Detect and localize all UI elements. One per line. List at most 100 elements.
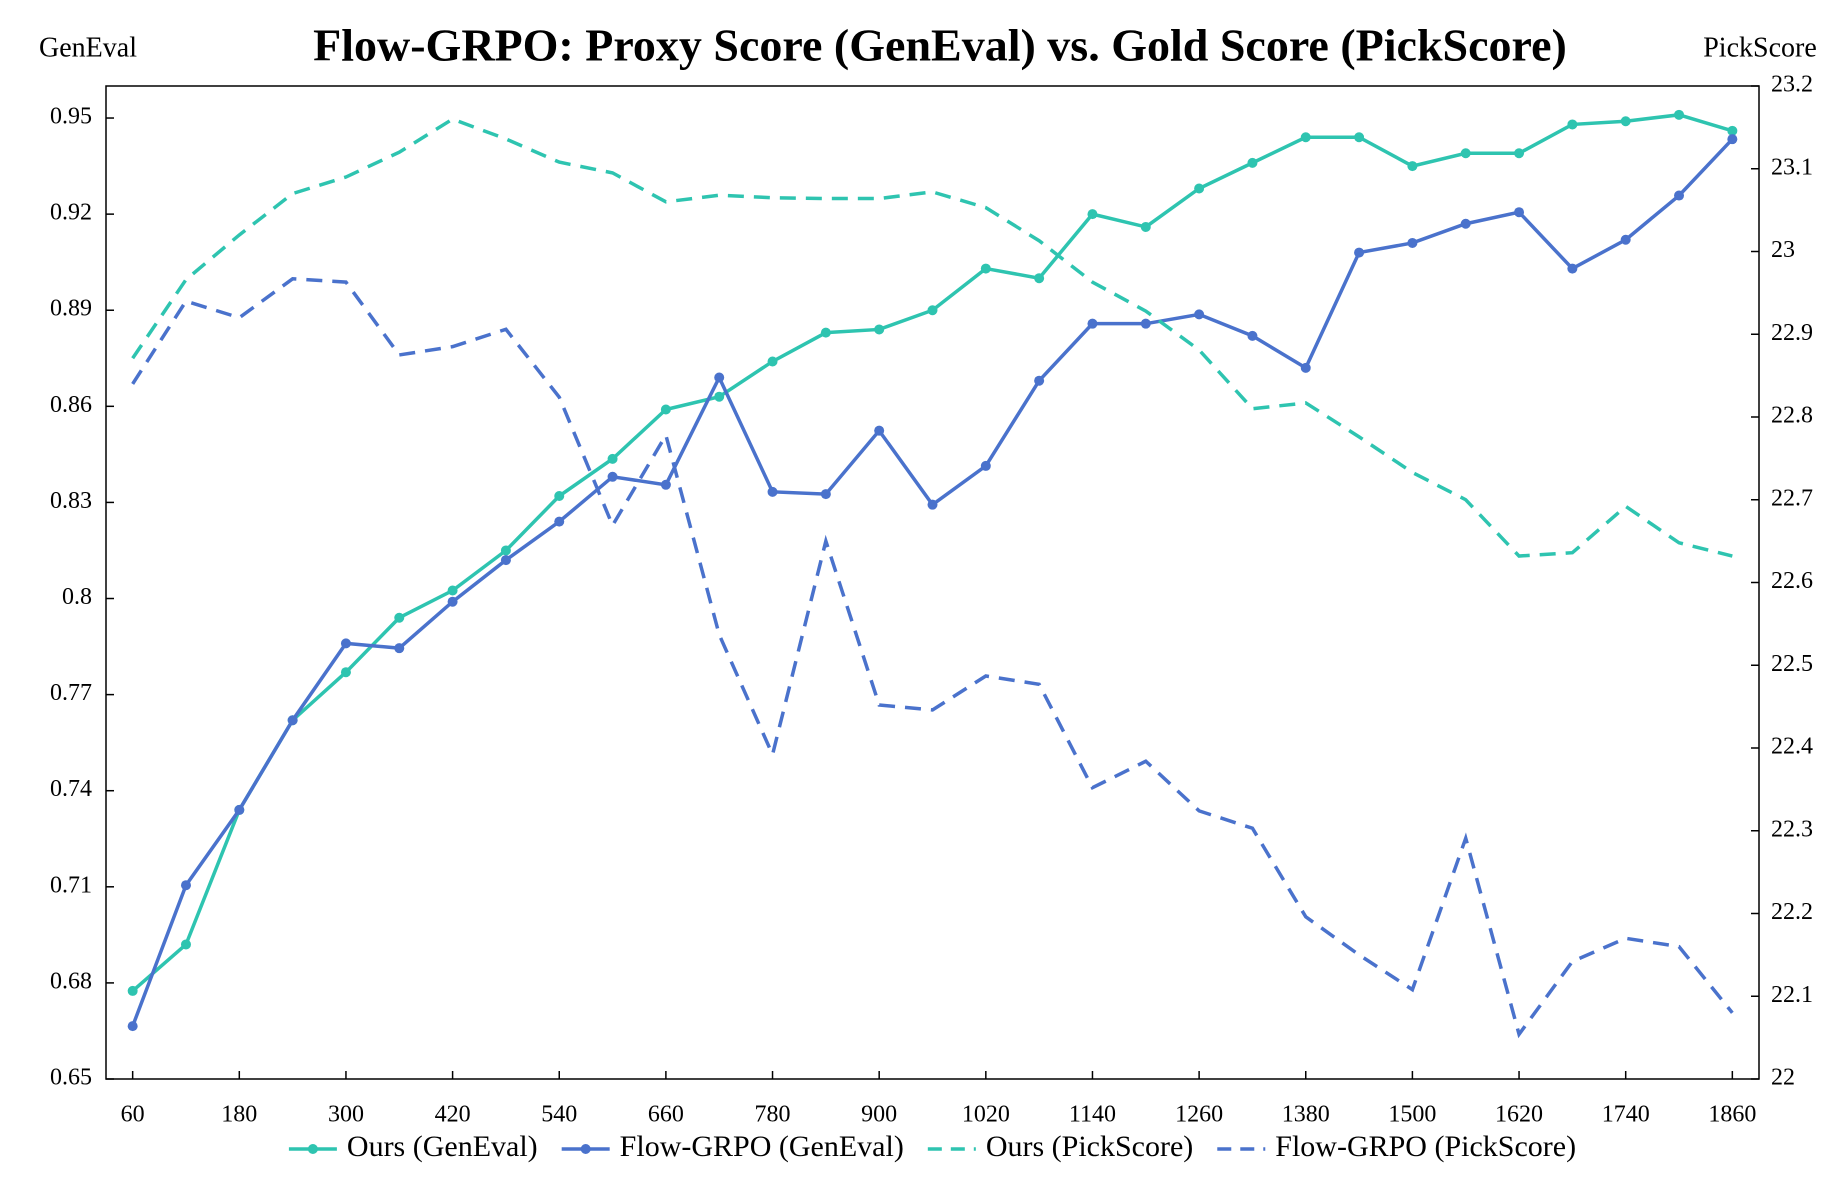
y-tick-label: 0.74 (50, 776, 92, 802)
data-point (1140, 221, 1151, 232)
data-point (1087, 318, 1098, 329)
data-point (1194, 183, 1205, 194)
y2-tick-label: 22 (1771, 1065, 1795, 1091)
y-tick-label: 0.65 (50, 1065, 92, 1091)
data-point (1620, 116, 1631, 127)
x-tick-label: 780 (755, 1102, 791, 1128)
data-point (127, 1021, 138, 1032)
data-point (1087, 209, 1098, 220)
x-tick-label: 1140 (1069, 1102, 1116, 1128)
data-point (1354, 132, 1365, 143)
x-tick-label: 1740 (1602, 1102, 1650, 1128)
data-point (500, 555, 511, 566)
data-point (927, 499, 938, 510)
data-point (1460, 148, 1471, 159)
y2-tick-label: 22.6 (1771, 568, 1813, 594)
y2-tick-label: 22.3 (1771, 816, 1813, 842)
legend-item: Ours (GenEval) (288, 1130, 538, 1163)
series-line (131, 113, 1733, 993)
x-tick-label: 420 (435, 1102, 471, 1128)
data-point (1407, 161, 1418, 172)
data-point (554, 516, 565, 527)
data-point (340, 638, 351, 649)
data-point (127, 985, 138, 996)
y2-tick-label: 22.2 (1771, 899, 1813, 925)
x-tick-label: 1620 (1495, 1102, 1543, 1128)
data-point (714, 391, 725, 402)
data-point (447, 585, 458, 596)
data-point (767, 356, 778, 367)
series-line (131, 277, 1734, 1039)
y2-tick-label: 22.1 (1771, 982, 1813, 1008)
data-point (394, 643, 405, 654)
y2-tick-label: 22.7 (1771, 485, 1813, 511)
data-point (1034, 273, 1045, 284)
y2-axis-label: PickScore (1703, 32, 1817, 63)
data-point (1620, 234, 1631, 245)
data-point (1514, 148, 1525, 159)
y2-tick-label: 22.8 (1771, 403, 1813, 429)
data-point (1354, 247, 1365, 258)
data-point (1674, 109, 1685, 120)
y2-tick-label: 22.5 (1771, 651, 1813, 677)
data-point (1567, 119, 1578, 130)
y-axis-label: GenEval (39, 32, 137, 63)
data-point (554, 491, 565, 502)
y-tick-label: 0.95 (50, 104, 92, 130)
x-tick-label: 660 (648, 1102, 684, 1128)
data-point (820, 327, 831, 338)
y2-tick-label: 22.9 (1771, 320, 1813, 346)
series-line (131, 117, 1733, 558)
data-point (500, 545, 511, 556)
y2-tick-label: 23.1 (1771, 154, 1813, 180)
legend-label: Flow-GRPO (GenEval) (620, 1130, 904, 1163)
data-point (1727, 134, 1738, 145)
x-tick-label: 1500 (1388, 1102, 1436, 1128)
data-point (234, 804, 245, 815)
y-tick-label: 0.77 (50, 680, 92, 706)
data-point (287, 715, 298, 726)
data-point (1567, 263, 1578, 274)
legend-label: Ours (GenEval) (347, 1130, 538, 1163)
data-point (874, 324, 885, 335)
chart-title: Flow-GRPO: Proxy Score (GenEval) vs. Gol… (313, 20, 1567, 71)
x-tick-label: 1380 (1282, 1102, 1330, 1128)
x-tick-label: 1020 (962, 1102, 1010, 1128)
x-tick-label: 540 (541, 1102, 577, 1128)
data-point (1514, 207, 1525, 218)
y-tick-label: 0.86 (50, 392, 92, 418)
data-point (340, 667, 351, 678)
y-tick-label: 0.83 (50, 488, 92, 514)
legend-label: Flow-GRPO (PickScore) (1275, 1130, 1576, 1163)
x-tick-label: 900 (861, 1102, 897, 1128)
legend-item: Flow-GRPO (PickScore) (1217, 1130, 1576, 1163)
data-point (1247, 330, 1258, 341)
y2-tick-label: 23 (1771, 237, 1795, 263)
legend-item: Flow-GRPO (GenEval) (561, 1130, 904, 1163)
x-tick-label: 60 (121, 1102, 145, 1128)
data-point (1140, 318, 1151, 329)
y2-tick-label: 23.2 (1771, 72, 1813, 98)
data-point (1674, 190, 1685, 201)
data-point (927, 305, 938, 316)
series-line (131, 137, 1734, 1027)
data-point (820, 489, 831, 500)
data-point (980, 263, 991, 274)
data-point (1247, 157, 1258, 168)
legend-label: Ours (PickScore) (986, 1130, 1193, 1163)
y-tick-label: 0.8 (62, 584, 92, 610)
data-point (1300, 362, 1311, 373)
data-point (874, 425, 885, 436)
x-tick-label: 1860 (1708, 1102, 1756, 1128)
plot-frame (105, 85, 1760, 1080)
data-point (1727, 125, 1738, 136)
y-tick-label: 0.68 (50, 968, 92, 994)
legend-marker (580, 1144, 591, 1154)
data-point (1460, 218, 1471, 229)
data-point (394, 612, 405, 623)
y-tick-label: 0.89 (50, 296, 92, 322)
legend-item: Ours (PickScore) (927, 1130, 1193, 1163)
data-point (767, 486, 778, 497)
data-point (607, 453, 618, 464)
